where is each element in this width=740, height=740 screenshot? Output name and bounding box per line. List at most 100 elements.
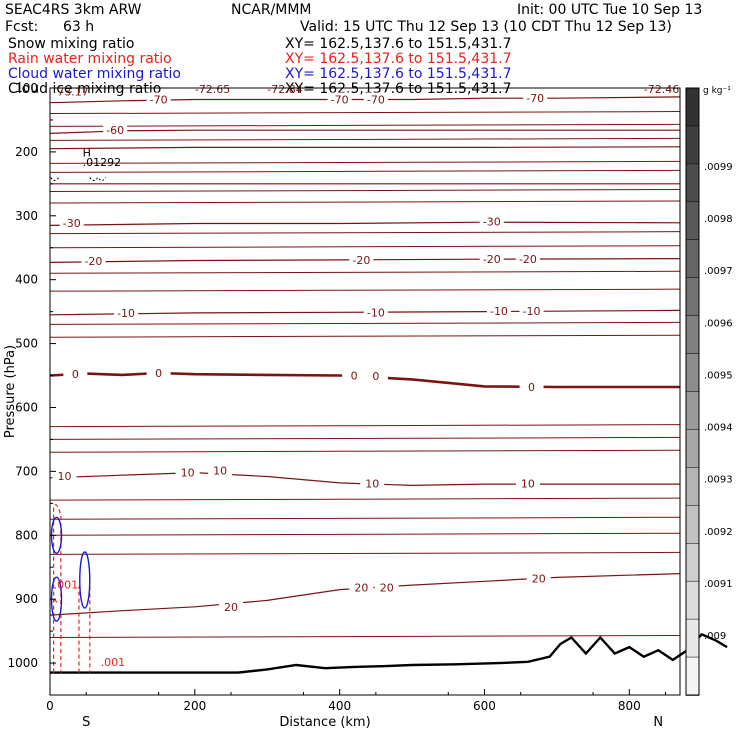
y-tick-label: 500 [15, 337, 38, 351]
isotherm-line [49, 160, 681, 164]
annotation-label: 73.17 [57, 86, 89, 99]
contour-label: -20 [483, 253, 501, 266]
isotherm-line [49, 288, 681, 292]
isotherm-line [49, 497, 681, 501]
temperature-contour [49, 129, 680, 134]
y-tick-label: 1000 [7, 656, 38, 670]
contour-label-bg [52, 468, 77, 482]
contour-label: 20 [532, 573, 546, 586]
contour-label: 10 [365, 478, 379, 491]
x-tick-label: 0 [46, 699, 54, 713]
contour-label: 20 [380, 582, 394, 595]
field-name-cloud-water: Cloud water mixing ratio [8, 66, 181, 82]
isotherm-line [49, 334, 681, 338]
contour-label-bg [515, 476, 540, 490]
temperature-contour [49, 258, 681, 263]
contour-label: -20 [352, 254, 370, 267]
colorbar-label: .0093 [704, 475, 733, 486]
model-name: SEAC4RS 3km ARW [5, 2, 142, 18]
contour-label: -10 [117, 307, 135, 320]
colorbar-cell [685, 163, 700, 203]
contour-label-bg [219, 599, 244, 613]
y-tick-label: 300 [15, 209, 38, 223]
contour-label-bg [59, 215, 84, 229]
contour-label-bg [519, 303, 544, 317]
init-time: Init: 00 UTC Tue 10 Sep 13 [517, 2, 703, 18]
contour-label: -30 [63, 217, 81, 230]
isotherm-line [49, 634, 681, 638]
field-xy-snow: XY= 162.5,137.6 to 151.5,431.7 [285, 36, 512, 52]
y-tick-label: 900 [15, 592, 38, 606]
contour-label: 0 [72, 368, 79, 381]
colorbar-cell [685, 353, 700, 393]
rain-contour [78, 586, 91, 673]
contour-label: 10 [57, 470, 71, 483]
contour-label-bg [327, 92, 352, 106]
x-tick-label: 800 [618, 699, 641, 713]
colorbar-label: .0098 [704, 214, 733, 225]
x-tick-label: 600 [473, 699, 496, 713]
annotation-label: .01292 [83, 156, 122, 169]
contour-label: -70 [526, 92, 544, 105]
contour-label: 10 [213, 465, 227, 478]
field-xy-cloud-water: XY= 162.5,137.6 to 151.5,431.7 [285, 66, 512, 82]
annotation-label: -72.65 [195, 83, 230, 96]
y-tick-label: 200 [15, 145, 38, 159]
isotherm-line [49, 169, 681, 173]
cloud-water-contour [79, 551, 91, 609]
temperature-contour [49, 221, 681, 226]
contour-label: 0 [155, 367, 162, 380]
isotherm-line [49, 436, 681, 440]
colorbar-cell [685, 87, 700, 127]
forecast-hour: 63 h [63, 19, 95, 35]
y-tick-label: 100 [15, 81, 38, 95]
contour-label: -70 [331, 94, 349, 107]
contour-label: -70 [367, 94, 385, 107]
colorbar-cell [685, 580, 700, 620]
colorbar-cell [685, 239, 700, 279]
contour-label-bg [360, 476, 385, 490]
colorbar-cell [685, 656, 700, 696]
colorbar-cell [685, 125, 700, 165]
isotherm-line [49, 123, 681, 127]
contour-label-bg [363, 305, 388, 319]
annotation-label: .001 [54, 578, 79, 591]
north-label: N [653, 715, 663, 730]
x-tick-label: 200 [183, 699, 206, 713]
colorbar-label: .009 [704, 631, 726, 642]
isotherm-line [49, 189, 681, 193]
y-tick-label: 700 [15, 464, 38, 478]
snow-contour [50, 176, 107, 181]
isotherm-line [49, 532, 681, 536]
isotherm-line [49, 321, 681, 325]
contour-label: 0 [372, 370, 379, 383]
contour-label-bg [63, 367, 88, 381]
contour-label: -20 [519, 253, 537, 266]
contour-label: -10 [490, 305, 508, 318]
contour-label: 20 [224, 601, 238, 614]
isotherm-line [49, 449, 681, 453]
contour-label: 10 [521, 478, 535, 491]
colorbar-label: .0097 [704, 266, 733, 277]
colorbar-cell [685, 391, 700, 431]
y-tick-label: 800 [15, 528, 38, 542]
contour-label-bg [526, 571, 551, 585]
x-tick-label: 400 [328, 699, 351, 713]
contour-label-bg [208, 463, 233, 477]
valid-time: Valid: 15 UTC Thu 12 Sep 13 (10 CDT Thu … [300, 19, 672, 35]
isotherm-line [49, 270, 681, 274]
isotherm-line [49, 245, 681, 249]
colorbar-cell [685, 543, 700, 582]
contour-label-bg [523, 91, 548, 105]
colorbar-frame [685, 87, 700, 696]
field-xy-rain: XY= 162.5,137.6 to 151.5,431.7 [285, 51, 512, 67]
contour-label-bg [519, 380, 544, 394]
temperature-contour [49, 309, 681, 316]
contour-label-bg [479, 252, 504, 266]
isotherm-line [49, 111, 681, 115]
colorbar-cell [685, 429, 700, 469]
contour-label: 10 [181, 467, 195, 480]
contour-label-bg [479, 214, 504, 228]
plot-frame [49, 87, 681, 696]
